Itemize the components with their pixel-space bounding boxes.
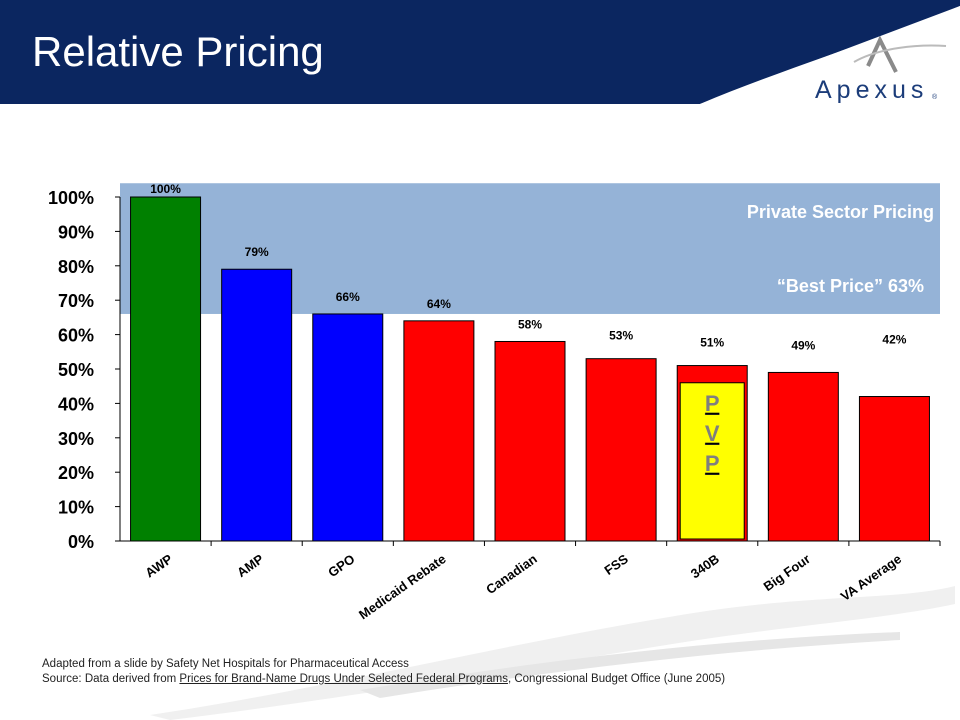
bar-canadian bbox=[494, 340, 566, 542]
bar-medicaid-rebate bbox=[403, 320, 475, 542]
footer: Adapted from a slide by Safety Net Hospi… bbox=[42, 657, 725, 687]
x-tick-label: Canadian bbox=[483, 551, 540, 597]
data-label: 51% bbox=[700, 336, 724, 350]
private-sector-pricing-label: Private Sector Pricing bbox=[747, 202, 934, 222]
data-label: 58% bbox=[518, 317, 542, 331]
decorative-smoke bbox=[150, 586, 955, 720]
pvp-highlight bbox=[679, 382, 745, 540]
y-tick-label: 70% bbox=[58, 291, 94, 311]
bar-fss bbox=[585, 358, 657, 542]
bar-va-average bbox=[858, 396, 930, 542]
footer-source-suffix: , Congressional Budget Office (June 2005… bbox=[507, 673, 726, 685]
y-tick-label: 0% bbox=[68, 532, 94, 552]
data-label: 42% bbox=[882, 333, 906, 347]
y-tick-label: 90% bbox=[58, 222, 94, 242]
pvp-letter: P bbox=[705, 451, 720, 476]
x-tick-label: AWP bbox=[142, 551, 175, 580]
x-tick-label: 340B bbox=[688, 551, 722, 581]
bar-amp bbox=[221, 268, 293, 542]
data-labels: 100% 79% 66% 64% 58% 53% 51% 49% 42% bbox=[150, 182, 907, 352]
data-label: 49% bbox=[791, 338, 815, 352]
data-label: 66% bbox=[336, 290, 360, 304]
bars bbox=[130, 196, 930, 542]
y-tick-labels: 0% 10% 20% 30% 40% 50% 60% 70% 80% 90% 100% bbox=[48, 188, 94, 552]
data-label: 53% bbox=[609, 329, 633, 343]
header-banner bbox=[0, 0, 960, 104]
y-tick-label: 20% bbox=[58, 463, 94, 483]
data-label: 79% bbox=[245, 245, 269, 259]
best-price-label: “Best Price” 63% bbox=[777, 276, 924, 296]
y-tick-label: 80% bbox=[58, 257, 94, 277]
x-tick-label: GPO bbox=[325, 551, 357, 580]
bar-gpo bbox=[312, 313, 384, 542]
footer-source-prefix: Source: Data derived from bbox=[42, 673, 180, 685]
bar-awp bbox=[130, 196, 202, 542]
pvp-letter: P bbox=[705, 391, 720, 416]
data-label: 64% bbox=[427, 297, 451, 311]
pvp-letter: V bbox=[705, 421, 720, 446]
apexus-logo-mark bbox=[853, 36, 947, 73]
logo-registered-mark: ® bbox=[932, 94, 938, 101]
y-tick-label: 30% bbox=[58, 429, 94, 449]
page-title: Relative Pricing bbox=[32, 28, 324, 75]
footer-source: Source: Data derived from Prices for Bra… bbox=[42, 672, 725, 687]
logo-text: Apexus bbox=[815, 76, 929, 104]
footer-source-link[interactable]: Prices for Brand-Name Drugs Under Select… bbox=[179, 673, 508, 685]
footer-adapted-from: Adapted from a slide by Safety Net Hospi… bbox=[42, 658, 409, 670]
x-tick-label: Medicaid Rebate bbox=[356, 551, 449, 622]
y-tick-label: 10% bbox=[58, 498, 94, 518]
y-tick-label: 40% bbox=[58, 394, 94, 414]
x-tick-label: Big Four bbox=[761, 551, 813, 594]
y-tick-label: 60% bbox=[58, 326, 94, 346]
y-tick-label: 100% bbox=[48, 188, 94, 208]
x-tick-label: AMP bbox=[234, 551, 267, 580]
x-tick-label: FSS bbox=[602, 551, 632, 578]
pvp-box: PVP bbox=[679, 382, 745, 540]
bar-big-four bbox=[767, 371, 839, 542]
y-tick-label: 50% bbox=[58, 360, 94, 380]
data-label: 100% bbox=[150, 182, 181, 196]
